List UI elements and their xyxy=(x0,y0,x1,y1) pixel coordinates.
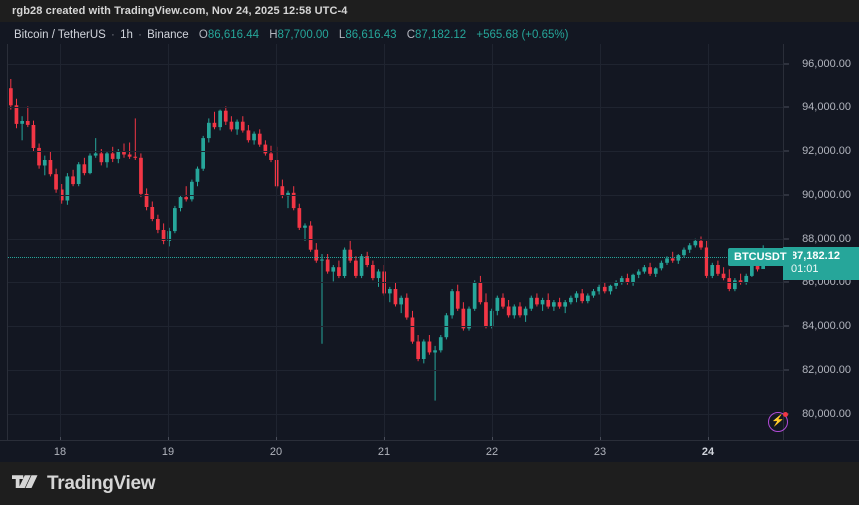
notification-dot xyxy=(783,411,788,417)
chart-legend: Bitcoin / TetherUS · 1h · Binance O86,61… xyxy=(14,28,568,42)
legend-separator-2: · xyxy=(138,29,142,41)
price-axis-label: 84,000.00 xyxy=(802,320,851,333)
time-axis[interactable]: 18 19 20 21 22 23 24 xyxy=(0,437,859,462)
gridline-horizontal xyxy=(8,63,783,65)
gridline-vertical xyxy=(600,44,601,440)
gridline-vertical xyxy=(384,44,385,440)
time-axis-tick xyxy=(708,437,709,441)
chart-container[interactable]: Bitcoin / TetherUS · 1h · Binance O86,61… xyxy=(0,22,859,462)
time-axis-tick xyxy=(168,437,169,441)
current-price-value: 87,182.12 xyxy=(791,249,840,262)
price-axis-label: 90,000.00 xyxy=(802,188,851,201)
legend-low-label: L xyxy=(338,29,346,41)
time-axis-label: 18 xyxy=(53,446,67,458)
gridline-horizontal xyxy=(8,326,783,328)
current-price-badge[interactable]: 87,182.12 01:01 xyxy=(783,246,859,280)
time-axis-tick xyxy=(492,437,493,441)
legend-interval[interactable]: 1h xyxy=(120,29,133,41)
legend-high-value: 87,700.00 xyxy=(277,29,329,41)
candlestick-series xyxy=(9,79,765,401)
time-axis-label: 19 xyxy=(161,446,175,458)
attribution-bar: rgb28 created with TradingView.com, Nov … xyxy=(0,0,859,22)
tradingview-logo-icon xyxy=(12,475,38,488)
legend-high-label: H xyxy=(269,29,278,41)
footer-brand-text: TradingView xyxy=(47,472,156,494)
price-axis-label: 94,000.00 xyxy=(802,101,851,114)
tradingview-logo[interactable]: TradingView xyxy=(12,472,156,495)
price-axis-tick xyxy=(783,63,789,65)
price-axis-tick xyxy=(783,369,789,371)
gridline-vertical xyxy=(60,44,61,440)
gridline-horizontal xyxy=(8,194,783,196)
time-axis-tick xyxy=(600,437,601,441)
gridline-vertical xyxy=(168,44,169,440)
lightning-bolt-icon[interactable]: ⚡ xyxy=(768,411,788,432)
gridline-horizontal xyxy=(8,238,783,240)
legend-change: +565.68 (+0.65%) xyxy=(476,29,569,41)
gridline-vertical xyxy=(492,44,493,440)
gridline-horizontal xyxy=(8,282,783,284)
price-axis-label: 92,000.00 xyxy=(802,145,851,158)
right-axis-separator xyxy=(783,44,784,440)
price-axis-tick xyxy=(783,194,789,196)
price-axis-tick xyxy=(783,325,789,327)
price-axis-tick xyxy=(783,281,789,283)
attribution-text: rgb28 created with TradingView.com, Nov … xyxy=(12,5,348,17)
price-axis-tick xyxy=(783,106,789,108)
time-axis-label: 23 xyxy=(593,446,607,458)
price-axis-tick xyxy=(783,238,789,240)
time-axis-label: 24 xyxy=(701,446,715,458)
price-axis-tick xyxy=(783,150,789,152)
price-axis-label: 82,000.00 xyxy=(802,363,851,376)
price-axis-label: 80,000.00 xyxy=(802,407,851,420)
bottom-axis-border xyxy=(0,440,859,441)
gridline-horizontal xyxy=(8,107,783,109)
legend-exchange[interactable]: Binance xyxy=(147,29,189,41)
gridline-vertical xyxy=(276,44,277,440)
legend-open-value: 86,616.44 xyxy=(207,29,260,41)
gridline-horizontal xyxy=(8,369,783,371)
time-axis-label: 20 xyxy=(269,446,283,458)
price-axis-label: 88,000.00 xyxy=(802,232,851,245)
legend-open-label: O xyxy=(198,29,208,41)
legend-low-value: 86,616.43 xyxy=(345,29,397,41)
legend-close-value: 87,182.12 xyxy=(415,29,467,41)
time-axis-tick xyxy=(60,437,61,441)
legend-symbol[interactable]: Bitcoin / TetherUS xyxy=(14,29,106,41)
time-axis-tick xyxy=(384,437,385,441)
price-axis[interactable]: 96,000.00 94,000.00 92,000.00 90,000.00 88,0… xyxy=(783,44,859,440)
gridline-vertical xyxy=(708,44,709,440)
price-axis-label: 96,000.00 xyxy=(802,57,851,70)
legend-close-label: C xyxy=(406,29,416,41)
symbol-price-tag[interactable]: BTCUSDT xyxy=(728,247,793,266)
time-axis-tick xyxy=(276,437,277,441)
bolt-glyph: ⚡ xyxy=(771,415,785,428)
time-axis-label: 22 xyxy=(485,446,499,458)
time-axis-label: 21 xyxy=(377,446,391,458)
gridline-horizontal xyxy=(8,151,783,153)
legend-separator-1: · xyxy=(111,29,115,41)
current-price-line xyxy=(8,256,783,258)
bar-countdown: 01:01 xyxy=(791,262,819,275)
chart-plot-area[interactable] xyxy=(8,44,783,440)
gridline-horizontal xyxy=(8,413,783,415)
left-axis-border xyxy=(7,44,8,440)
footer-bar: TradingView xyxy=(0,462,859,505)
